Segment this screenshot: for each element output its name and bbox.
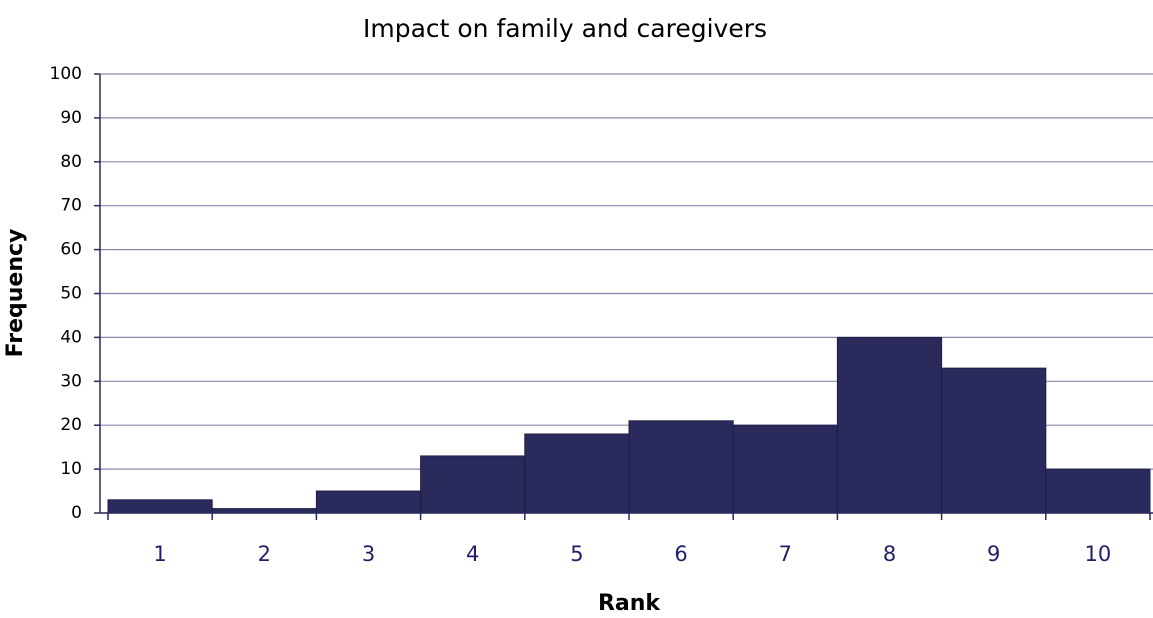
x-axis-label: Rank (598, 591, 661, 616)
y-tick-label: 20 (60, 415, 82, 435)
y-tick-label: 10 (60, 459, 82, 479)
x-tick-label: 3 (362, 542, 375, 566)
bar (836, 336, 943, 514)
chart-title: Impact on family and caregivers (363, 14, 767, 43)
bar (1045, 468, 1151, 514)
y-tick-label: 100 (50, 64, 82, 84)
y-tick-label: 90 (60, 108, 82, 128)
bar (732, 424, 838, 514)
bar (315, 490, 422, 514)
y-tick-label: 80 (60, 152, 82, 172)
y-tick-label: 50 (60, 284, 82, 304)
x-tick-label: 2 (258, 542, 271, 566)
bar (628, 420, 734, 514)
y-tick-label: 60 (60, 240, 82, 260)
x-tick-label: 1 (153, 542, 166, 566)
x-tick-label: 4 (466, 542, 479, 566)
x-tick-label: 8 (883, 542, 896, 566)
bar (420, 455, 526, 514)
bar (524, 433, 630, 514)
x-tick-label: 10 (1085, 542, 1112, 566)
y-tick-label: 70 (60, 196, 82, 216)
y-axis-label: Frequency (3, 229, 28, 358)
x-tick-label: 9 (987, 542, 1000, 566)
y-tick-label: 30 (60, 371, 82, 391)
x-tick-label: 6 (674, 542, 687, 566)
x-tick-label: 7 (779, 542, 792, 566)
bar (941, 367, 1047, 514)
y-tick-label: 0 (71, 503, 82, 523)
y-tick-label: 40 (60, 327, 82, 347)
bar (107, 499, 213, 514)
x-tick-label: 5 (570, 542, 583, 566)
